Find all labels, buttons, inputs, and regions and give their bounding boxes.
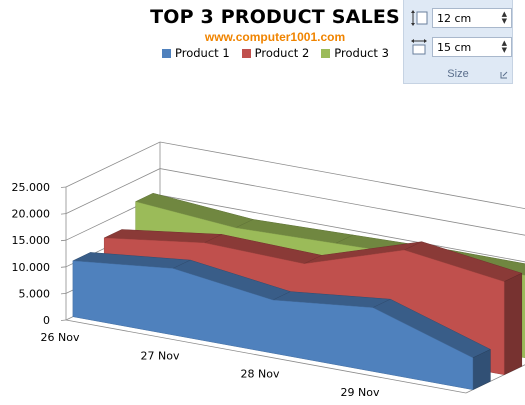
- area-front-product-1: [72, 260, 474, 390]
- shape-height-input[interactable]: 12 cm ▲ ▼: [432, 8, 512, 28]
- ribbon-size-group: 12 cm ▲ ▼ 15 cm ▲ ▼ Size: [403, 0, 513, 84]
- shape-height-value: 12 cm: [437, 11, 472, 25]
- chart-legend: Product 1 Product 2 Product 3: [162, 46, 389, 60]
- legend-item-product-3: Product 3: [321, 46, 389, 60]
- y-tick-mark: [60, 239, 67, 242]
- shape-width-value: 15 cm: [437, 40, 472, 54]
- y-tick-mark: [60, 213, 67, 215]
- x-tick-label: 26 Nov: [41, 331, 80, 344]
- x-tick-label: 29 Nov: [341, 386, 380, 399]
- y-tick-label: 10.000: [12, 261, 51, 274]
- axes: [65, 187, 467, 394]
- y-tick-label: 5.000: [19, 287, 51, 300]
- legend-label-product-3: Product 3: [334, 46, 389, 60]
- shape-width-row: 15 cm ▲ ▼: [410, 36, 512, 58]
- legend-swatch-product-1: [162, 48, 171, 58]
- y-tick-mark: [60, 319, 67, 321]
- shape-height-row: 12 cm ▲ ▼: [410, 7, 512, 29]
- y-tick-label: 25.000: [12, 181, 51, 194]
- x-axis-line: [65, 319, 467, 394]
- legend-label-product-1: Product 1: [175, 46, 230, 60]
- area-side-product-2: [503, 272, 523, 376]
- x-tick-label: 28 Nov: [241, 368, 280, 381]
- shape-width-icon: [411, 39, 427, 55]
- legend-label-product-2: Product 2: [254, 46, 310, 60]
- y-tick-mark: [60, 186, 67, 188]
- legend-item-product-1: Product 1: [162, 46, 230, 60]
- y-tick-label: 20.000: [12, 208, 51, 221]
- y-axis-tick-labels: 0 5.000 10.000 15.000 20.000 25.000: [12, 181, 67, 327]
- size-group-label: Size: [447, 68, 469, 80]
- y-tick-mark: [60, 266, 67, 268]
- shape-height-icon: [411, 10, 428, 26]
- shape-width-input[interactable]: 15 cm ▲ ▼: [432, 37, 512, 57]
- gridline: [65, 141, 525, 210]
- legend-swatch-product-2: [241, 48, 251, 58]
- legend-swatch-product-3: [321, 48, 331, 58]
- chart-title: TOP 3 PRODUCT SALES: [150, 6, 400, 28]
- x-tick-label: 27 Nov: [141, 349, 180, 362]
- y-tick-label: 0: [43, 314, 50, 327]
- series-areas: [71, 192, 525, 391]
- shape-width-spinner[interactable]: ▲ ▼: [501, 39, 507, 54]
- dialog-launcher-icon[interactable]: [500, 71, 508, 79]
- chart-subtitle: www.computer1001.com: [204, 30, 346, 44]
- y-tick-label: 15.000: [12, 234, 51, 247]
- legend-item-product-2: Product 2: [241, 46, 310, 60]
- y-tick-mark: [60, 293, 67, 295]
- shape-height-spinner[interactable]: ▲ ▼: [501, 10, 507, 25]
